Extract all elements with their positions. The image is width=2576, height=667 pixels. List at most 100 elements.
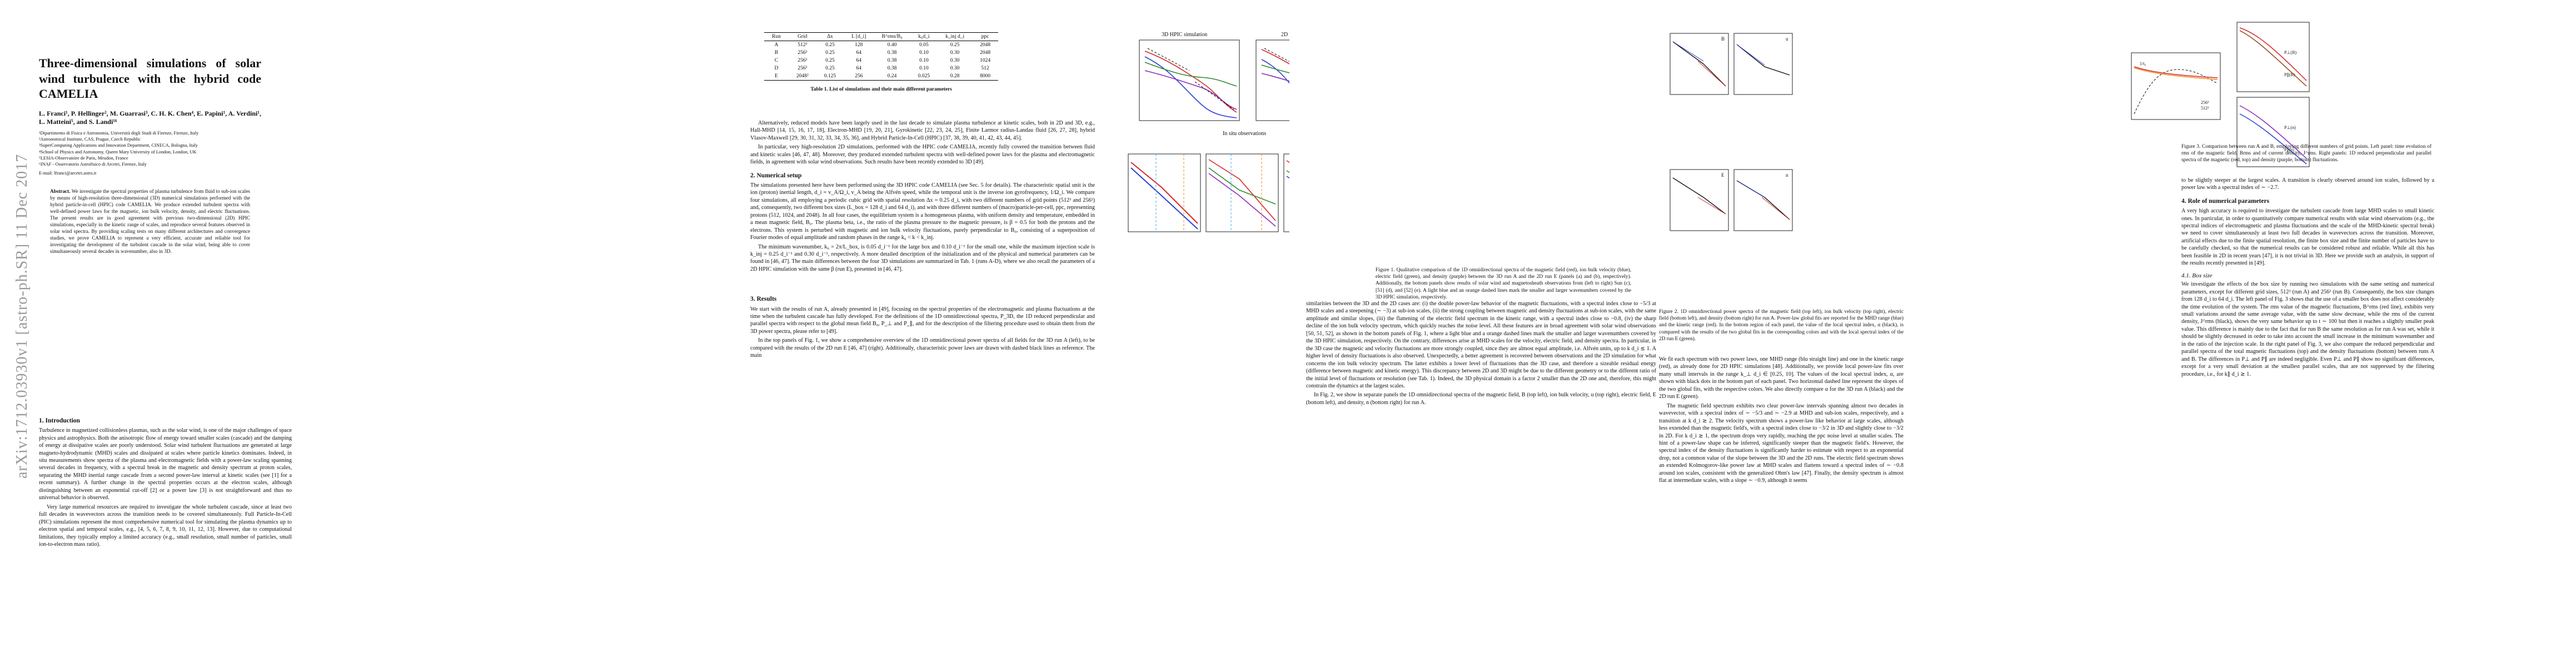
corresponding-email: E-mail: lfranci@arcetri.astro.it [39,170,97,176]
fig3-legend-item: 1/t₀ [2140,61,2146,66]
subsection-heading: 4.1. Box size [2181,272,2213,279]
page-3: Figure 1. Qualitative comparison of the … [1289,0,1934,667]
paragraph: similarities between the 3D and the 2D c… [1306,301,1656,389]
paragraph: In the top panels of Fig. 1, we show a c… [750,337,1095,359]
table-cell: 64 [856,66,861,71]
paragraph: We fit each spectrum with two power laws… [1659,356,1904,400]
table-cell: 2048 [980,42,991,48]
fig3-right-bottom [2236,97,2310,167]
fig3-plots [2131,22,2310,167]
abstract-text: We investigate the spectral properties o… [50,188,250,254]
table-cell: 0.25 [825,50,835,56]
page-4: 256³ 512³ 1/t₀ P⊥(B) P∥(B) P⊥(n) P∥(n) F… [1931,0,2576,667]
table-row: B 256³ 0.25 64 0.38 0.10 0.30 2048 [764,49,998,57]
table-cell: 64 [856,58,861,63]
table-cell: 0.10 [919,50,929,56]
table-cell: 256³ [798,50,808,56]
affiliation: ²Astronomical Institute, CAS, Prague, Cz… [39,137,141,142]
front-matter: Three-dimensional simulations of solar w… [39,56,261,255]
table-cell: 0.10 [919,58,929,63]
table-cell: 0.25 [950,42,960,48]
table-cell: 0.38 [887,66,897,71]
fig3-legend-item: P⊥(n) [2284,125,2296,130]
table-cell: 8000 [972,72,999,81]
table-cell: 0.30 [950,58,960,63]
fig1-label-3d: 3D HPIC simulation [1162,32,1208,38]
table-cell: D [774,66,779,71]
fig2-panel-e [1670,169,1729,231]
introduction: 1. Introduction Turbulence in magnetized… [39,411,292,550]
table-cell: 0.25 [825,66,835,71]
table-cell: 0.25 [825,42,835,48]
figure-2-caption: Figure 2. 1D omnidirectional power spect… [1659,309,1904,342]
paragraph: In particular, very high-resolution 2D s… [750,144,1095,166]
table-cell: 256³ [798,58,808,63]
fig3-legend-item: 512³ [2201,106,2209,111]
fig2-panel-label: n [1786,172,1788,178]
affiliation: ⁶INAF - Osservatorio Astrofisico di Arce… [39,162,147,167]
table-cell: 0.125 [816,72,844,81]
table-1: Run Grid Δx L [d_i] B^rms/B₀ k₀d_i k_inj… [764,32,999,93]
paragraph: We investigate the effects of the box si… [2181,281,2434,377]
page4-text: to be slightly steeper at the largest sc… [2181,177,2434,380]
section-heading: 3. Results [750,296,777,303]
paragraph: We start with the results of run A, alre… [750,306,1095,335]
section-heading: 1. Introduction [39,417,80,424]
panel-d [1205,153,1279,232]
table-cell: 0.28 [938,72,973,81]
fig3-left-panel [2131,52,2221,120]
abstract: Abstract. We investigate the spectral pr… [50,188,250,255]
panel-a [1139,39,1240,121]
section-heading: 4. Role of numerical parameters [2181,197,2270,205]
fig1-label-insitu: In situ observations [1223,131,1267,137]
fig3-right-top [2236,22,2310,92]
paragraph: The minimum wavenumber, k₀ = 2π/L_box, i… [750,243,1095,272]
table-header: ppc [972,32,999,41]
figure-3-caption: Figure 3. Comparison between run A and B… [2181,144,2431,163]
table-cell: 2048 [980,50,991,56]
page3-text-left: similarities between the 3D and the 2D c… [1306,300,1656,408]
table-header: k_inj d_i [938,32,973,41]
fig2-plots [1670,33,1793,231]
table-header: Δx [816,32,844,41]
paragraph: The simulations presented here have been… [750,182,1095,241]
table-cell: 0.30 [950,66,960,71]
table-caption: Table 1. List of simulations and their m… [810,87,952,92]
table-header: Grid [788,32,816,41]
fig2-panel-label: B [1721,36,1725,42]
figure-2: B u E n [1659,31,1798,342]
fig2-panel-label: u [1786,36,1788,42]
fig2-panel-u [1733,33,1793,95]
arxiv-stamp: arXiv:1712.03930v1 [astro-ph.SR] 11 Dec … [13,153,31,479]
table-cell: 2048² [788,72,816,81]
table-cell: 0.38 [887,50,897,56]
section-heading: 2. Numerical setup [750,172,802,179]
table-cell: 0.05 [919,42,929,48]
fig2-panel-b [1670,33,1729,95]
table-cell: 64 [856,50,861,56]
affiliation: ⁵LESIA-Observatoire de Paris, Meudon, Fr… [39,156,128,161]
table-row: E 2048² 0.125 256 0.24 0.025 0.28 8000 [764,72,999,81]
table-cell: 0.30 [950,50,960,56]
table-header: B^rms/B₀ [874,32,910,41]
page-1: arXiv:1712.03930v1 [astro-ph.SR] 11 Dec … [0,0,645,667]
table-cell: C [774,58,779,63]
fig3-legend-item: P∥(n) [2284,147,2294,152]
paragraph: Alternatively, reduced models have been … [750,120,1095,141]
table-cell: 0.38 [887,58,897,63]
paragraph: to be slightly steeper at the largest sc… [2181,177,2434,191]
abstract-label: Abstract. [50,188,71,195]
paragraph: In Fig. 2, we show in separate panels th… [1306,392,1656,406]
page3-text-right: We fit each spectrum with two power laws… [1659,356,1904,486]
table-cell: 256 [844,72,874,81]
fig3-legend-item: P∥(B) [2284,72,2295,77]
table-cell: 0.25 [825,58,835,63]
page2-text: Alternatively, reduced models have been … [750,120,1095,361]
table-row: C 256³ 0.25 64 0.38 0.10 0.30 1024 [764,57,998,64]
paragraph: Turbulence in magnetized collisionless p… [39,427,292,501]
affiliations: ¹Dipartimento di Fisica e Astronomia, Un… [39,130,261,176]
figure-3: 256³ 512³ 1/t₀ P⊥(B) P∥(B) P⊥(n) P∥(n) [2117,17,2318,172]
affiliation: ³SuperComputing Applications and Innovat… [39,143,198,148]
table-cell: E [764,72,789,81]
table-header: L [d_i] [844,32,874,41]
